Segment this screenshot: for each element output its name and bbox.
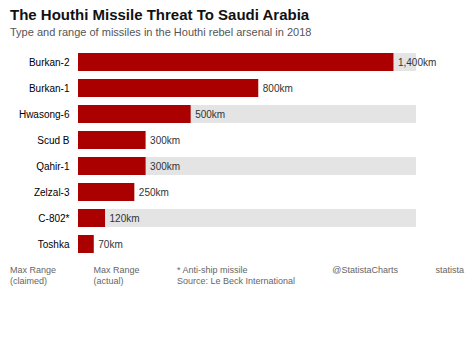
svg-text:300km: 300km xyxy=(150,161,180,172)
html-text:Type and range of missiles in: Type and range of missiles in the Houthi… xyxy=(10,26,312,38)
svg-text:120km: 120km xyxy=(110,213,140,224)
html-text:Max Range (actual): Max Range (actual) xyxy=(93,265,140,286)
svg-text:800km: 800km xyxy=(263,83,293,94)
svg-text:250km: 250km xyxy=(139,187,169,198)
svg-text:C-802*: C-802* xyxy=(38,213,69,224)
html-text:statista: statista xyxy=(435,265,464,275)
html-text:* Anti-ship missile Source: Le: * Anti-ship missile Source: Le Beck Inte… xyxy=(176,265,295,286)
svg-text:Burkan-2: Burkan-2 xyxy=(29,57,70,68)
svg-text:70km: 70km xyxy=(98,239,122,250)
svg-text:Hwasong-6: Hwasong-6 xyxy=(19,109,70,120)
svg-text:Toshka: Toshka xyxy=(38,239,70,250)
svg-text:Burkan-1: Burkan-1 xyxy=(29,83,70,94)
html-text:Max Range (claimed): Max Range (claimed) xyxy=(10,265,56,286)
html-text:@StatistaCharts: @StatistaCharts xyxy=(332,265,398,275)
svg-text:Scud B: Scud B xyxy=(37,135,70,146)
svg-text:Qahir-1: Qahir-1 xyxy=(36,161,70,172)
svg-text:Zelzal-3: Zelzal-3 xyxy=(34,187,70,198)
svg-text:500km: 500km xyxy=(195,109,225,120)
svg-text:1,400km: 1,400km xyxy=(398,57,436,68)
svg-text:300km: 300km xyxy=(150,135,180,146)
html-text:The Houthi Missile Threat To S: The Houthi Missile Threat To Saudi Arabi… xyxy=(10,6,310,23)
